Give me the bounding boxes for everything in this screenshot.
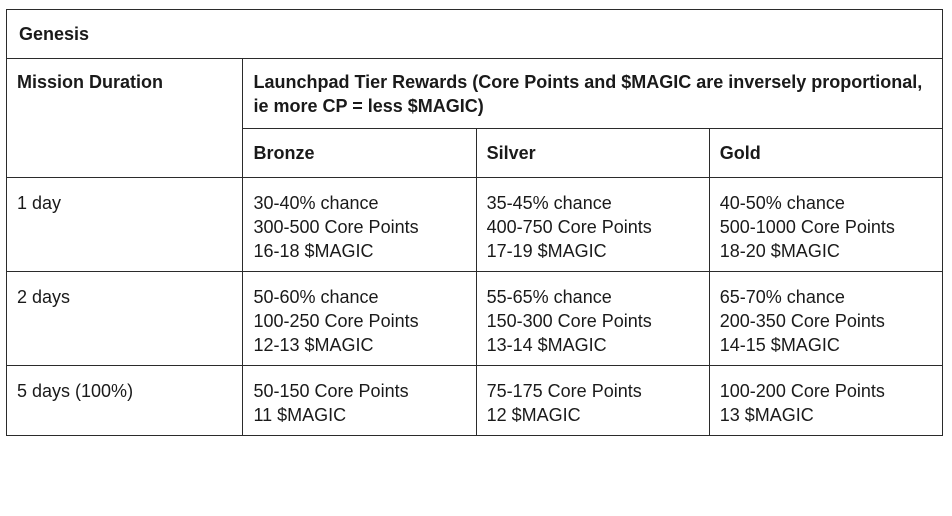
reward-core-points: 300-500 Core Points [253,217,419,237]
reward-magic: 11 $MAGIC [253,405,347,425]
reward-chance: 55-65% chance [486,287,612,307]
reward-core-points: 75-175 Core Points [486,381,642,401]
tier-rewards-header: Launchpad Tier Rewards (Core Points and … [242,58,943,129]
reward-magic: 13 $MAGIC [719,405,814,425]
reward-cell-gold: 40-50% chance 500-1000 Core Points 18-20… [708,177,944,272]
reward-chance: 65-70% chance [719,287,845,307]
tier-header-bronze: Bronze [242,128,477,178]
reward-magic: 17-19 $MAGIC [486,241,607,261]
rewards-table: Genesis Mission Duration Launchpad Tier … [5,9,944,436]
reward-cell-gold: 100-200 Core Points 13 $MAGIC [708,365,944,436]
reward-cell-bronze: 50-150 Core Points 11 $MAGIC [242,365,477,436]
reward-chance: 35-45% chance [486,193,612,213]
table-row: 2 days 50-60% chance 100-250 Core Points… [5,271,944,366]
reward-chance: 50-60% chance [253,287,379,307]
reward-cell-silver: 35-45% chance 400-750 Core Points 17-19 … [475,177,710,272]
mission-duration-header: Mission Duration [5,58,244,178]
table-title: Genesis [6,9,943,59]
reward-cell-bronze: 50-60% chance 100-250 Core Points 12-13 … [242,271,477,366]
reward-core-points: 100-200 Core Points [719,381,885,401]
reward-core-points: 100-250 Core Points [253,311,419,331]
reward-magic: 13-14 $MAGIC [486,335,607,355]
reward-magic: 18-20 $MAGIC [719,241,840,261]
reward-core-points: 150-300 Core Points [486,311,652,331]
reward-magic: 14-15 $MAGIC [719,335,840,355]
reward-chance: 30-40% chance [253,193,379,213]
table-row: 5 days (100%) 50-150 Core Points 11 $MAG… [5,365,944,436]
duration-cell: 2 days [5,271,244,366]
reward-core-points: 500-1000 Core Points [719,217,895,237]
reward-core-points: 200-350 Core Points [719,311,885,331]
reward-chance: 40-50% chance [719,193,845,213]
reward-magic: 12 $MAGIC [486,405,581,425]
table-row: 1 day 30-40% chance 300-500 Core Points … [5,177,944,272]
duration-cell: 1 day [5,177,244,272]
reward-core-points: 400-750 Core Points [486,217,652,237]
reward-cell-gold: 65-70% chance 200-350 Core Points 14-15 … [708,271,944,366]
tier-header-silver: Silver [475,128,710,178]
tier-header-gold: Gold [708,128,944,178]
reward-cell-silver: 75-175 Core Points 12 $MAGIC [475,365,710,436]
reward-cell-silver: 55-65% chance 150-300 Core Points 13-14 … [475,271,710,366]
reward-core-points: 50-150 Core Points [253,381,409,401]
duration-cell: 5 days (100%) [5,365,244,436]
reward-magic: 16-18 $MAGIC [253,241,374,261]
reward-magic: 12-13 $MAGIC [253,335,374,355]
reward-cell-bronze: 30-40% chance 300-500 Core Points 16-18 … [242,177,477,272]
